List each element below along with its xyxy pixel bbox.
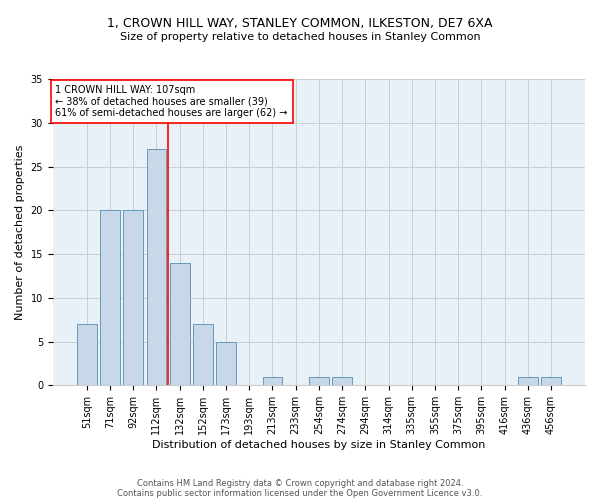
Bar: [263, 376, 283, 386]
Bar: [77, 324, 97, 386]
Bar: [332, 376, 352, 386]
Text: Contains HM Land Registry data © Crown copyright and database right 2024.: Contains HM Land Registry data © Crown c…: [137, 478, 463, 488]
Text: Contains public sector information licensed under the Open Government Licence v3: Contains public sector information licen…: [118, 488, 482, 498]
Bar: [541, 376, 561, 386]
Text: Size of property relative to detached houses in Stanley Common: Size of property relative to detached ho…: [119, 32, 481, 42]
Bar: [100, 210, 120, 386]
Bar: [124, 210, 143, 386]
Text: 1 CROWN HILL WAY: 107sqm
← 38% of detached houses are smaller (39)
61% of semi-d: 1 CROWN HILL WAY: 107sqm ← 38% of detach…: [55, 85, 288, 118]
Bar: [216, 342, 236, 386]
Bar: [518, 376, 538, 386]
Bar: [309, 376, 329, 386]
Bar: [170, 263, 190, 386]
Y-axis label: Number of detached properties: Number of detached properties: [15, 144, 25, 320]
X-axis label: Distribution of detached houses by size in Stanley Common: Distribution of detached houses by size …: [152, 440, 485, 450]
Bar: [193, 324, 213, 386]
Bar: [146, 149, 166, 386]
Text: 1, CROWN HILL WAY, STANLEY COMMON, ILKESTON, DE7 6XA: 1, CROWN HILL WAY, STANLEY COMMON, ILKES…: [107, 18, 493, 30]
